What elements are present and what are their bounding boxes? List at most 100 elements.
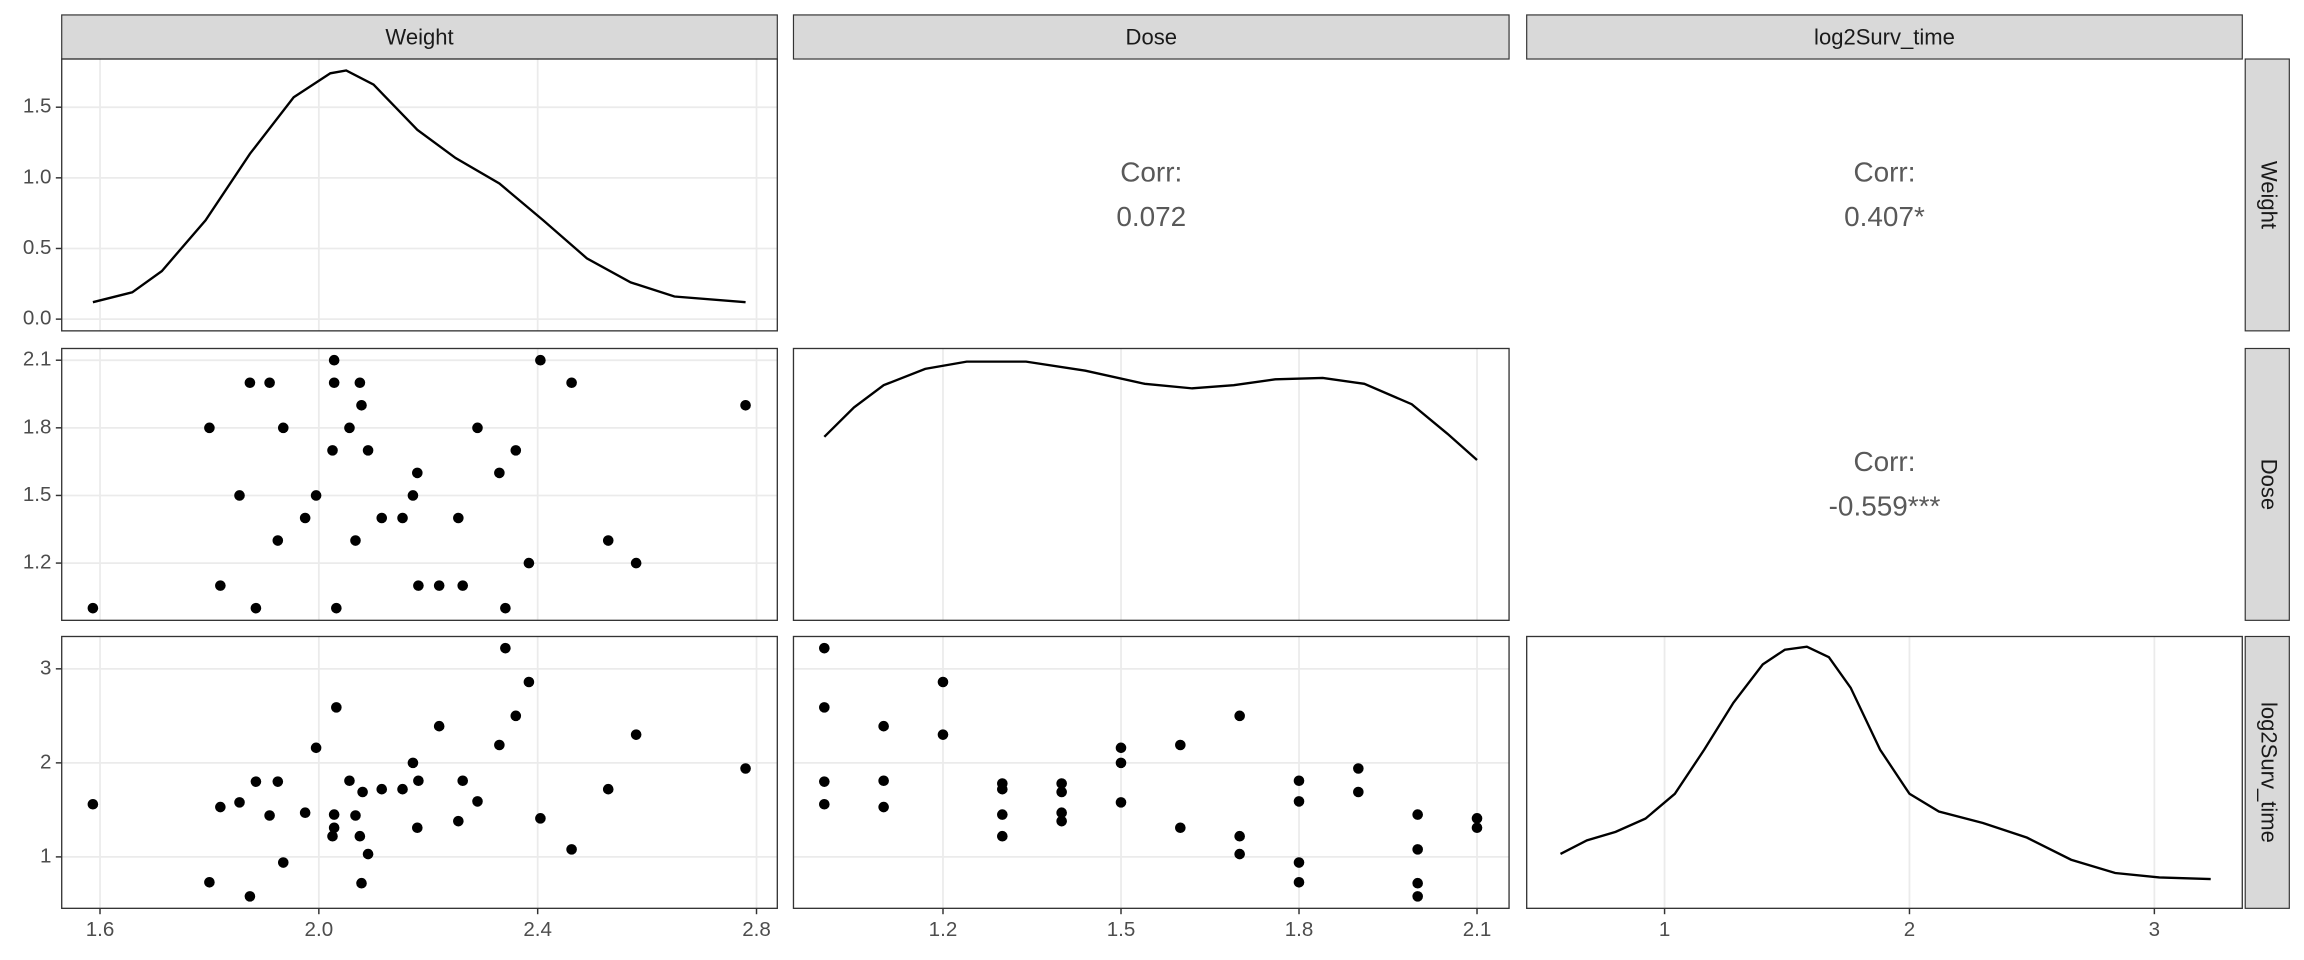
point [376, 512, 388, 524]
panel-background [793, 348, 1510, 621]
point [535, 354, 546, 366]
point [1353, 786, 1364, 798]
point [328, 354, 340, 366]
point [937, 676, 949, 688]
panel-border [792, 347, 1510, 621]
y-tick-label: 2 [40, 750, 51, 773]
point [472, 422, 483, 434]
point [344, 775, 355, 787]
point [350, 535, 361, 546]
point [1056, 778, 1067, 789]
point [331, 602, 342, 614]
point [413, 580, 424, 591]
point [602, 783, 614, 795]
point [1471, 813, 1483, 824]
point [878, 801, 889, 813]
point [397, 512, 408, 524]
x-tick-label: 1.5 [1107, 918, 1136, 941]
y-tick-label: 1.0 [23, 165, 52, 188]
point [500, 602, 511, 614]
y-tick-label: 3 [40, 656, 51, 679]
point [328, 822, 340, 834]
panel-border [61, 347, 778, 621]
point [234, 490, 245, 501]
point [1175, 822, 1186, 834]
point [356, 400, 367, 411]
panel-border [1526, 635, 2243, 909]
point [327, 445, 338, 456]
point [535, 813, 546, 824]
point [740, 400, 751, 411]
point [277, 857, 289, 868]
panel-background [61, 348, 778, 621]
point [1353, 763, 1364, 774]
point [376, 783, 388, 795]
density-line [92, 69, 746, 304]
point [250, 776, 262, 787]
corr-label: Corr: [1853, 446, 1915, 477]
point [878, 775, 889, 787]
point [1056, 786, 1067, 798]
row-strip-label: log2Surv_time [2256, 702, 2281, 843]
point [1056, 815, 1067, 827]
point [350, 810, 361, 821]
point [566, 844, 577, 855]
point [453, 815, 464, 827]
x-tick-label: 3 [2149, 918, 2160, 941]
point [740, 763, 751, 774]
point [1293, 796, 1305, 807]
point [344, 422, 355, 434]
point [1115, 757, 1127, 769]
x-tick-label: 1.6 [86, 918, 115, 941]
point [433, 720, 445, 732]
point [299, 807, 311, 818]
point [1234, 830, 1245, 842]
y-tick-label: 0.0 [23, 307, 52, 330]
x-tick-label: 1.2 [929, 918, 958, 941]
column-strip-label: log2Surv_time [1814, 24, 1955, 49]
point [412, 822, 423, 834]
point [997, 783, 1008, 795]
column-strip [1526, 14, 2243, 60]
x-tick-label: 2 [1904, 918, 1915, 941]
point [204, 876, 215, 888]
y-tick-label: 1.8 [23, 415, 52, 438]
point [510, 445, 522, 456]
point [407, 757, 419, 769]
point [500, 642, 511, 654]
x-tick-label: 2.4 [523, 918, 552, 941]
point [215, 580, 226, 591]
point [523, 557, 535, 569]
y-tick-label: 0.5 [23, 236, 52, 259]
point [453, 512, 464, 524]
point [1293, 857, 1305, 868]
point [407, 490, 419, 501]
y-tick-label: 1.2 [23, 551, 52, 574]
panel-background [793, 636, 1510, 909]
x-tick-label: 1.8 [1285, 918, 1314, 941]
point [1115, 742, 1127, 754]
point [602, 535, 614, 546]
point [494, 467, 505, 479]
point [204, 422, 215, 434]
row-strip [2244, 347, 2290, 621]
point [1293, 775, 1305, 787]
point [630, 729, 642, 740]
point [878, 720, 889, 732]
point [1293, 876, 1305, 888]
point [244, 891, 256, 902]
point [819, 798, 830, 810]
point [310, 742, 322, 754]
point [997, 830, 1008, 842]
y-tick-label: 1.5 [23, 483, 52, 506]
column-strip [61, 14, 778, 60]
point [457, 775, 469, 787]
point [412, 467, 423, 479]
point [819, 642, 830, 654]
corr-label: Corr: [1853, 157, 1915, 188]
point [1412, 809, 1423, 820]
density-line [823, 360, 1478, 461]
point [1056, 807, 1067, 818]
point [264, 810, 275, 821]
point [328, 377, 340, 389]
